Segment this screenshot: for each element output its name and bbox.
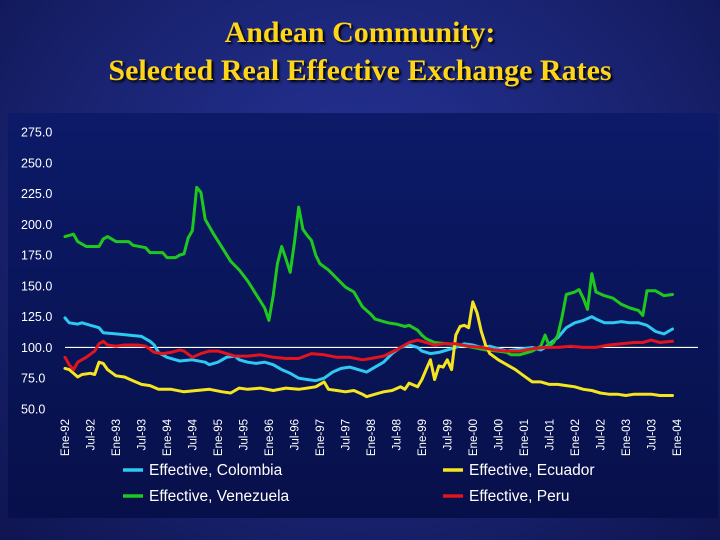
x-tick-label: Ene-92 xyxy=(60,419,72,456)
x-tick-label: Ene-00 xyxy=(468,419,480,456)
x-tick-label: Ene-98 xyxy=(366,419,378,456)
y-tick-label: 125.0 xyxy=(21,310,52,324)
x-axis: Ene-92 Jul-92 Ene-93 Jul-93 Ene-94 Jul-94 Ene-… xyxy=(60,418,684,456)
x-tick-label: Ene-96 xyxy=(264,419,276,456)
legend-label: Effective, Colombia xyxy=(149,462,283,479)
x-tick-label: Ene-02 xyxy=(570,419,582,456)
x-tick-label: Jul-92 xyxy=(85,419,97,450)
x-tick-label: Jul-02 xyxy=(595,419,607,450)
y-tick-label: 50.0 xyxy=(21,403,45,417)
slide-title: Andean Community: Selected Real Effectiv… xyxy=(0,14,720,90)
x-tick-label: Jul-00 xyxy=(493,419,505,450)
series-line-effective-peru xyxy=(63,338,674,372)
x-tick-label: Ene-95 xyxy=(213,419,225,456)
legend-label: Effective, Ecuador xyxy=(469,462,595,479)
x-tick-label: Jul-93 xyxy=(136,419,148,450)
chart-background xyxy=(8,113,718,518)
x-tick-label: Ene-03 xyxy=(621,419,633,456)
x-tick-label: Jul-95 xyxy=(238,419,250,450)
y-tick-label: 225.0 xyxy=(21,187,52,201)
title-line-1: Andean Community: xyxy=(224,16,496,49)
x-tick-label: Jul-96 xyxy=(289,419,301,450)
series-line-effective-venezuela xyxy=(63,185,674,357)
line-chart: 275.0 250.0 225.0 200.0 175.0 150.0 125.0 100.0… xyxy=(8,113,718,518)
y-axis: 275.0 250.0 225.0 200.0 175.0 150.0 125.0 100.0… xyxy=(21,126,52,417)
x-tick-label: Jul-01 xyxy=(544,419,556,450)
series-line-effective-ecuador xyxy=(63,300,674,399)
y-tick-label: 250.0 xyxy=(21,156,52,170)
x-tick-label: Jul-03 xyxy=(646,419,658,450)
y-tick-label: 275.0 xyxy=(21,126,52,140)
x-tick-label: Ene-94 xyxy=(162,418,174,456)
title-line-2: Selected Real Effective Exchange Rates xyxy=(108,54,612,87)
y-tick-label: 200.0 xyxy=(21,218,52,232)
x-tick-label: Ene-97 xyxy=(315,419,327,456)
series-group xyxy=(63,185,674,399)
x-tick-label: Ene-93 xyxy=(111,419,123,456)
legend: Effective, Colombia Effective, Ecuador Eff… xyxy=(123,462,595,505)
x-tick-label: Jul-94 xyxy=(187,418,199,450)
legend-label: Effective, Venezuela xyxy=(149,488,290,505)
x-tick-label: Ene-99 xyxy=(417,419,429,456)
x-tick-label: Ene-01 xyxy=(519,419,531,456)
y-tick-label: 175.0 xyxy=(21,249,52,263)
legend-label: Effective, Peru xyxy=(469,488,570,505)
y-tick-label: 100.0 xyxy=(21,341,52,355)
y-tick-label: 150.0 xyxy=(21,279,52,293)
x-tick-label: Ene-04 xyxy=(672,418,684,456)
y-tick-label: 75.0 xyxy=(21,372,45,386)
x-tick-label: Jul-98 xyxy=(391,419,403,450)
x-tick-label: Jul-97 xyxy=(340,419,352,450)
x-tick-label: Jul-99 xyxy=(442,419,454,450)
